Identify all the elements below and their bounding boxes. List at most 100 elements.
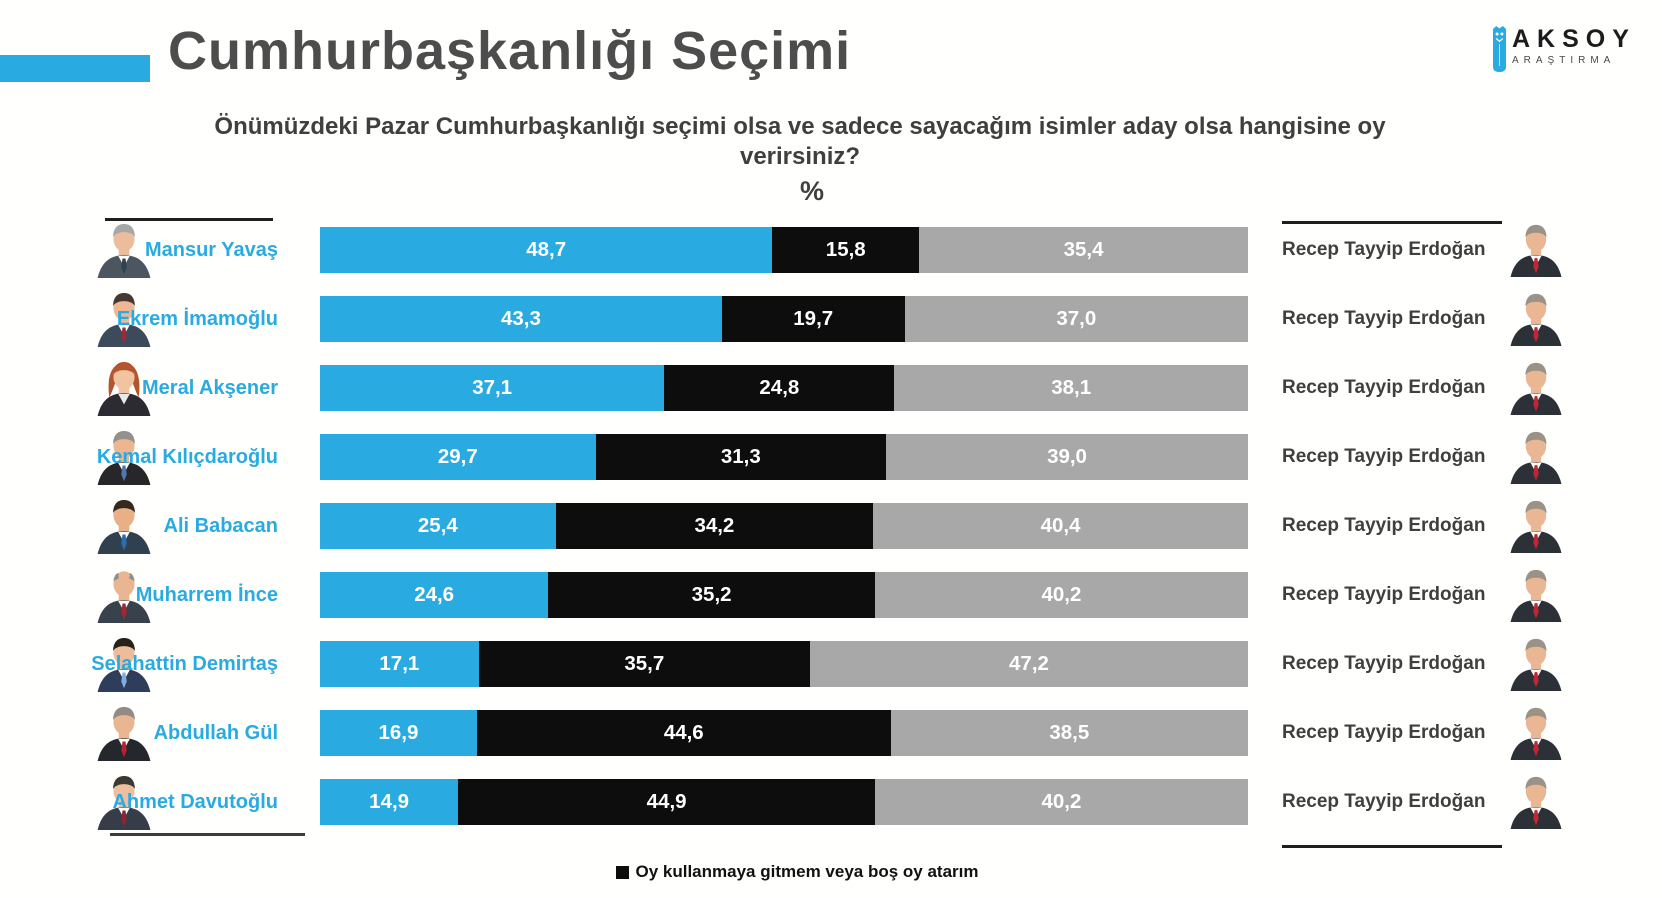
erdogan-share-segment: 37,0 <box>904 296 1248 342</box>
erdogan-share-segment: 40,2 <box>874 572 1248 618</box>
opponent-photo <box>1505 360 1567 415</box>
logo-subtitle: ARAŞTIRMA <box>1512 55 1616 67</box>
survey-question: Önümüzdeki Pazar Cumhurbaşkanlığı seçimi… <box>214 113 1386 170</box>
candidate-share-value: 14,9 <box>369 790 410 813</box>
candidate-photo <box>92 773 156 830</box>
candidate-name: Ekrem İmamoğlu <box>116 307 278 330</box>
candidate-name: Selahattin Demirtaş <box>91 652 278 675</box>
stacked-bar: 17,1 35,7 47,2 <box>320 641 1248 687</box>
erdogan-share-segment: 38,1 <box>894 365 1248 411</box>
title-accent-bar <box>0 55 150 82</box>
candidate-photo <box>92 290 156 347</box>
erdogan-share-value: 39,0 <box>1047 445 1087 468</box>
candidate-name: Kemal Kılıçdaroğlu <box>96 445 278 468</box>
abstain-legend-label: Oy kullanmaya gitmem veya boş oy atarım <box>635 862 979 881</box>
poll-row: Meral Akşener 37,1 24,8 38,1 Recep Tayyi… <box>0 361 1662 416</box>
opponent-photo <box>1505 498 1567 553</box>
stacked-bar: 14,9 44,9 40,2 <box>320 779 1248 825</box>
candidate-share-segment: 17,1 <box>320 641 479 687</box>
opponent-photo <box>1505 705 1567 760</box>
poll-row: Kemal Kılıçdaroğlu 29,7 31,3 39,0 Recep … <box>0 430 1662 485</box>
abstain-share-value: 15,8 <box>825 238 866 261</box>
top-left-separator <box>105 218 273 221</box>
opponent-name: Recep Tayyip Erdoğan <box>1282 653 1486 674</box>
stacked-bar: 29,7 31,3 39,0 <box>320 434 1248 480</box>
opponent-photo <box>1505 636 1567 691</box>
erdogan-share-value: 35,4 <box>1063 238 1104 261</box>
opponent-photo <box>1505 429 1567 484</box>
opponent-name: Recep Tayyip Erdoğan <box>1282 308 1486 329</box>
erdogan-share-segment: 40,4 <box>873 503 1248 549</box>
candidate-share-segment: 16,9 <box>320 710 477 756</box>
stacked-bar: 37,1 24,8 38,1 <box>320 365 1248 411</box>
opponent-name: Recep Tayyip Erdoğan <box>1282 584 1486 605</box>
candidate-name: Ahmet Davutoğlu <box>112 790 278 813</box>
erdogan-share-value: 38,5 <box>1049 721 1090 744</box>
opponent-name: Recep Tayyip Erdoğan <box>1282 239 1486 260</box>
abstain-share-value: 19,7 <box>793 307 834 330</box>
erdogan-share-segment: 40,2 <box>874 779 1248 825</box>
candidate-share-value: 43,3 <box>500 307 541 330</box>
candidate-share-value: 24,6 <box>414 583 455 606</box>
candidate-name: Ali Babacan <box>163 514 278 537</box>
poll-row: Abdullah Gül 16,9 44,6 38,5 Recep Tayyip… <box>0 706 1662 761</box>
aksoy-logo: AKSOY ARAŞTIRMA <box>1492 26 1636 77</box>
candidate-name: Mansur Yavaş <box>144 238 278 261</box>
candidate-photo <box>92 635 156 692</box>
opponent-name: Recep Tayyip Erdoğan <box>1282 791 1486 812</box>
erdogan-share-segment: 47,2 <box>809 641 1248 687</box>
candidate-share-value: 48,7 <box>526 238 567 261</box>
candidate-share-segment: 43,3 <box>320 296 722 342</box>
abstain-share-segment: 24,8 <box>664 365 895 411</box>
opponent-photo <box>1505 291 1567 346</box>
candidate-share-segment: 25,4 <box>320 503 556 549</box>
bottom-right-separator <box>1282 845 1502 848</box>
stacked-bar: 24,6 35,2 40,2 <box>320 572 1248 618</box>
candidate-share-value: 17,1 <box>379 652 420 675</box>
erdogan-share-value: 38,1 <box>1051 376 1092 399</box>
chart-legend: Oy kullanmaya gitmem veya boş oy atarım <box>0 862 1594 882</box>
poll-row: Ahmet Davutoğlu 14,9 44,9 40,2 Recep Tay… <box>0 775 1662 830</box>
candidate-share-value: 37,1 <box>472 376 513 399</box>
candidate-name: Abdullah Gül <box>153 721 278 744</box>
page-title: Cumhurbaşkanlığı Seçimi <box>168 21 852 81</box>
top-right-separator <box>1282 221 1502 224</box>
candidate-photo <box>92 428 156 485</box>
candidate-share-value: 29,7 <box>437 445 478 468</box>
abstain-legend-swatch <box>615 865 629 879</box>
abstain-share-value: 31,3 <box>720 445 761 468</box>
opponent-name: Recep Tayyip Erdoğan <box>1282 515 1486 536</box>
logo-text: AKSOY ARAŞTIRMA <box>1512 25 1636 67</box>
abstain-share-value: 35,7 <box>624 652 665 675</box>
opponent-photo <box>1505 567 1567 622</box>
candidate-share-segment: 37,1 <box>320 365 665 411</box>
abstain-share-value: 35,2 <box>691 583 732 606</box>
abstain-share-value: 44,9 <box>646 790 687 813</box>
stacked-bar: 25,4 34,2 40,4 <box>320 503 1248 549</box>
erdogan-share-value: 37,0 <box>1056 307 1097 330</box>
erdogan-share-segment: 39,0 <box>886 434 1248 480</box>
opponent-name: Recep Tayyip Erdoğan <box>1282 722 1486 743</box>
poll-row: Ekrem İmamoğlu 43,3 19,7 37,0 Recep Tayy… <box>0 292 1662 347</box>
candidate-share-segment: 29,7 <box>320 434 596 480</box>
poll-row: Muharrem İnce 24,6 35,2 40,2 Recep Tayyi… <box>0 569 1662 623</box>
abstain-share-value: 44,6 <box>663 721 704 744</box>
erdogan-share-value: 40,2 <box>1041 790 1082 813</box>
abstain-share-segment: 19,7 <box>721 296 905 342</box>
abstain-share-segment: 34,2 <box>555 503 874 549</box>
stacked-bar: 16,9 44,6 38,5 <box>320 710 1248 756</box>
candidate-share-segment: 14,9 <box>320 779 459 825</box>
erdogan-share-value: 40,4 <box>1040 514 1081 537</box>
abstain-share-segment: 31,3 <box>595 434 887 480</box>
logo-name: AKSOY <box>1512 25 1636 53</box>
poll-row: Mansur Yavaş 48,7 15,8 35,4 Recep Tayyip… <box>0 223 1662 278</box>
abstain-share-segment: 35,7 <box>478 641 810 687</box>
stacked-bar: 43,3 19,7 37,0 <box>320 296 1248 342</box>
candidate-share-value: 25,4 <box>417 514 458 537</box>
erdogan-share-segment: 35,4 <box>919 227 1248 273</box>
stacked-bar: 48,7 15,8 35,4 <box>320 227 1248 273</box>
poll-row: Ali Babacan 25,4 34,2 40,4 Recep Tayyip … <box>0 499 1662 554</box>
erdogan-share-value: 40,2 <box>1041 583 1082 606</box>
candidate-photo <box>92 497 156 554</box>
